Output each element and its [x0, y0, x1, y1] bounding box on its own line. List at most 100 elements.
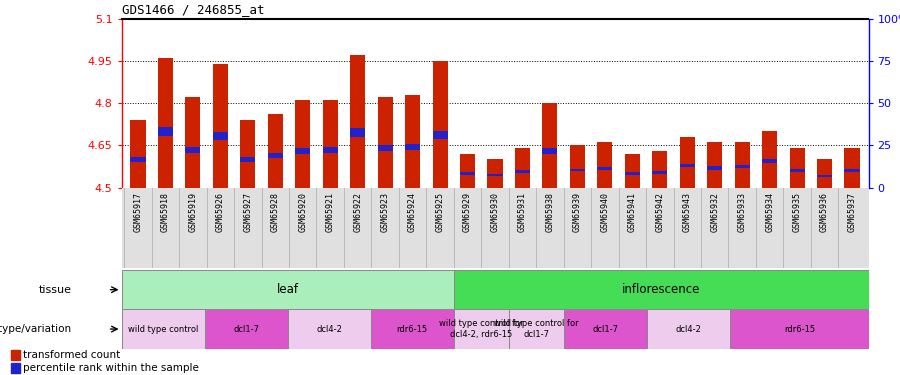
- Bar: [295, 148, 310, 154]
- Text: GSM65919: GSM65919: [188, 192, 197, 231]
- Bar: [287, 309, 371, 349]
- Text: dcl1-7: dcl1-7: [233, 324, 259, 334]
- Bar: [378, 98, 392, 188]
- Text: GSM65921: GSM65921: [326, 192, 335, 231]
- Text: wild type control for
dcl4-2, rdr6-15: wild type control for dcl4-2, rdr6-15: [439, 320, 524, 339]
- Bar: [844, 169, 860, 172]
- Bar: [371, 309, 454, 349]
- Text: GSM65934: GSM65934: [765, 192, 774, 231]
- Bar: [625, 154, 640, 188]
- Bar: [130, 120, 146, 188]
- Bar: [570, 145, 585, 188]
- Text: GSM65922: GSM65922: [353, 192, 362, 231]
- Text: GSM65937: GSM65937: [848, 192, 857, 231]
- Bar: [598, 167, 612, 170]
- Bar: [564, 309, 647, 349]
- Text: GSM65925: GSM65925: [436, 192, 445, 231]
- Bar: [734, 165, 750, 168]
- Text: GDS1466 / 246855_at: GDS1466 / 246855_at: [122, 3, 264, 16]
- Bar: [488, 159, 502, 188]
- Text: transformed count: transformed count: [23, 350, 121, 360]
- Bar: [460, 172, 475, 175]
- Bar: [323, 147, 338, 153]
- Bar: [295, 100, 310, 188]
- Text: GSM65926: GSM65926: [216, 192, 225, 231]
- Text: GSM65923: GSM65923: [381, 192, 390, 231]
- Bar: [707, 166, 723, 170]
- Bar: [212, 132, 228, 141]
- Text: wild type control for
dcl1-7: wild type control for dcl1-7: [494, 320, 579, 339]
- Bar: [378, 145, 392, 152]
- Bar: [598, 142, 612, 188]
- Bar: [405, 94, 420, 188]
- Text: tissue: tissue: [39, 285, 72, 295]
- Text: GSM65924: GSM65924: [408, 192, 417, 231]
- Text: genotype/variation: genotype/variation: [0, 324, 72, 334]
- Text: GSM65940: GSM65940: [600, 192, 609, 231]
- Text: dcl4-2: dcl4-2: [316, 324, 342, 334]
- Text: GSM65938: GSM65938: [545, 192, 554, 231]
- Text: GSM65932: GSM65932: [710, 192, 719, 231]
- Bar: [122, 270, 454, 309]
- Bar: [652, 171, 667, 174]
- Text: GSM65930: GSM65930: [491, 192, 500, 231]
- Bar: [158, 58, 173, 188]
- Text: GSM65929: GSM65929: [463, 192, 472, 231]
- Bar: [204, 309, 287, 349]
- Bar: [11, 350, 20, 360]
- Bar: [647, 309, 730, 349]
- Bar: [515, 170, 530, 172]
- Bar: [323, 100, 338, 188]
- Bar: [707, 142, 723, 188]
- Bar: [817, 159, 833, 188]
- Text: rdr6-15: rdr6-15: [784, 324, 814, 334]
- Bar: [267, 153, 283, 158]
- Bar: [460, 154, 475, 188]
- Bar: [350, 128, 365, 137]
- Text: wild type control: wild type control: [128, 324, 198, 334]
- Text: GSM65943: GSM65943: [683, 192, 692, 231]
- Bar: [762, 159, 778, 163]
- Bar: [185, 98, 201, 188]
- Bar: [122, 309, 204, 349]
- Bar: [652, 151, 667, 188]
- Bar: [405, 144, 420, 150]
- Bar: [570, 168, 585, 171]
- Bar: [789, 169, 805, 172]
- Bar: [267, 114, 283, 188]
- Text: GSM65927: GSM65927: [243, 192, 252, 231]
- Bar: [185, 147, 201, 153]
- Text: percentile rank within the sample: percentile rank within the sample: [23, 363, 199, 373]
- Bar: [212, 64, 228, 188]
- Text: dcl4-2: dcl4-2: [676, 324, 702, 334]
- Text: GSM65936: GSM65936: [820, 192, 829, 231]
- Text: GSM65942: GSM65942: [655, 192, 664, 231]
- Bar: [730, 309, 868, 349]
- Text: GSM65935: GSM65935: [793, 192, 802, 231]
- Bar: [515, 148, 530, 188]
- Bar: [789, 148, 805, 188]
- Text: GSM65928: GSM65928: [271, 192, 280, 231]
- Text: GSM65939: GSM65939: [573, 192, 582, 231]
- Bar: [240, 120, 256, 188]
- Text: GSM65931: GSM65931: [518, 192, 527, 231]
- Bar: [508, 309, 564, 349]
- Bar: [734, 142, 750, 188]
- Text: GSM65941: GSM65941: [628, 192, 637, 231]
- Text: GSM65933: GSM65933: [738, 192, 747, 231]
- Bar: [625, 172, 640, 175]
- Text: rdr6-15: rdr6-15: [396, 324, 428, 334]
- Bar: [543, 103, 557, 188]
- Bar: [240, 157, 256, 162]
- Bar: [762, 131, 778, 188]
- Text: dcl1-7: dcl1-7: [593, 324, 618, 334]
- Bar: [680, 137, 695, 188]
- Bar: [454, 270, 868, 309]
- Text: GSM65918: GSM65918: [161, 192, 170, 231]
- Bar: [130, 157, 146, 162]
- Text: GSM65917: GSM65917: [133, 192, 142, 231]
- Bar: [488, 174, 502, 176]
- Bar: [817, 175, 833, 177]
- Bar: [454, 309, 508, 349]
- Bar: [350, 56, 365, 188]
